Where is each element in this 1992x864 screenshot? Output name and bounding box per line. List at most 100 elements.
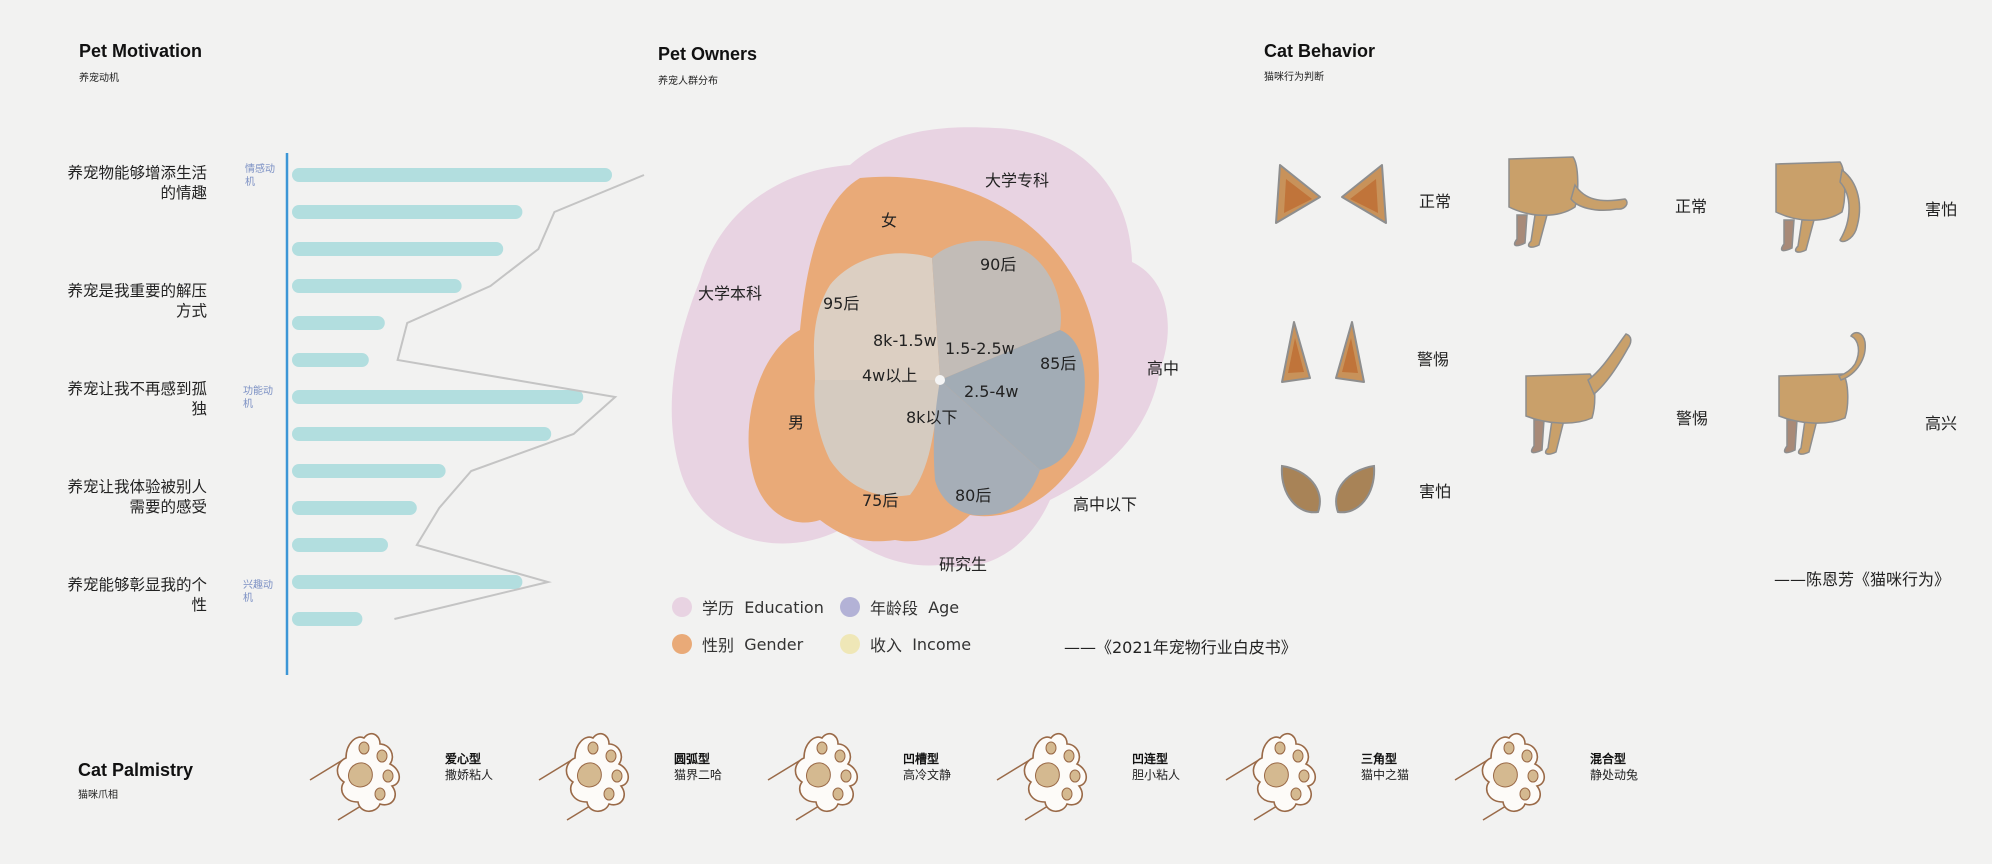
- legend-label-en: Education: [744, 597, 824, 617]
- palm-type: [1453, 728, 1553, 828]
- tail-label-scared: 害怕: [1925, 200, 1958, 219]
- label-age-90: 90后: [980, 255, 1016, 274]
- palm-type-name: 混合型: [1590, 752, 1627, 766]
- owners-title: Pet Owners: [658, 44, 758, 64]
- label-inc-8k: 8k以下: [906, 408, 957, 427]
- legend-swatch: [840, 597, 860, 617]
- paw-icon: [538, 732, 630, 821]
- palm-type-desc: 胆小粘人: [1132, 768, 1181, 782]
- behavior-title: Cat Behavior: [1264, 41, 1376, 61]
- label-inc-4w: 4w以上: [862, 366, 917, 385]
- palm-type-name: 圆弧型: [674, 752, 711, 766]
- palm-type-name: 凹连型: [1132, 752, 1169, 766]
- paw-icon: [996, 732, 1088, 821]
- tail-normal-icon: [1508, 156, 1628, 248]
- owners-subtitle: 养宠人群分布: [658, 76, 718, 87]
- legend-item-age: 年龄段 Age: [840, 595, 959, 619]
- motivation-bar: [292, 242, 504, 256]
- label-gender-m: 男: [788, 413, 804, 432]
- tail-happy-icon: [1778, 331, 1866, 455]
- palm-type: [537, 728, 637, 828]
- legend-item-gender: 性别 Gender: [672, 632, 803, 656]
- tail-scared-icon: [1775, 161, 1861, 253]
- owners-chart: 大学专科 大学本科 高中 高中以下 研究生 女 男 95后 90后 85后 80…: [671, 127, 1179, 574]
- label-edu-high: 高中: [1147, 359, 1179, 378]
- palmistry-title: Cat Palmistry: [78, 760, 194, 780]
- palm-type: [995, 728, 1095, 828]
- tail-label-normal: 正常: [1675, 197, 1708, 216]
- label-inc-15-25: 1.5-2.5w: [945, 339, 1015, 358]
- label-inc-25-4: 2.5-4w: [964, 382, 1018, 401]
- paw-icon: [1454, 732, 1546, 821]
- label-age-95: 95后: [823, 294, 859, 313]
- legend-swatch: [840, 634, 860, 654]
- tail-label-happy: 高兴: [1925, 414, 1958, 433]
- label-edu-below-high: 高中以下: [1073, 495, 1137, 514]
- motivation-bar: [292, 464, 446, 478]
- legend-label-en: Gender: [744, 634, 804, 654]
- legend-item-education: 学历 Education: [672, 595, 824, 619]
- motivation-bar: [292, 205, 523, 219]
- motivation-subtitle: 养宠动机: [79, 73, 119, 84]
- legend-swatch: [672, 597, 692, 617]
- palm-type-name: 爱心型: [445, 752, 482, 766]
- motivation-bar: [292, 501, 417, 515]
- label-edu-college: 大学专科: [985, 171, 1049, 190]
- palm-type-name: 三角型: [1361, 752, 1398, 766]
- motivation-title: Pet Motivation: [79, 41, 203, 61]
- ears-label-normal: 正常: [1419, 192, 1452, 211]
- motivation-chart: [285, 153, 645, 675]
- motivation-bar: [292, 427, 552, 441]
- label-edu-bachelor: 大学本科: [698, 284, 762, 303]
- palm-type: [766, 728, 866, 828]
- motivation-trend-line: [394, 174, 645, 620]
- palm-type-desc: 高冷文静: [903, 768, 952, 782]
- ears-alert-icon: [1281, 321, 1365, 383]
- category-label-functional: 功能动机: [243, 386, 273, 410]
- motivation-bar: [292, 316, 385, 330]
- label-age-75: 75后: [862, 491, 898, 510]
- legend-label: 学历: [702, 599, 735, 618]
- label-edu-grad: 研究生: [939, 555, 987, 574]
- category-label-emotional: 情感动机: [245, 164, 275, 188]
- label-inc-8k15: 8k-1.5w: [873, 331, 937, 350]
- motive-label: 养宠物能够增添生活的情趣: [67, 164, 207, 202]
- legend-label-en: Age: [928, 597, 960, 617]
- motivation-bar: [292, 612, 363, 626]
- palmistry-subtitle: 猫咪爪相: [78, 790, 118, 801]
- motivation-bar: [292, 353, 369, 367]
- paw-icon: [1225, 732, 1317, 821]
- label-age-85: 85后: [1040, 354, 1076, 373]
- motive-label: 养宠让我体验被别人需要的感受: [67, 478, 207, 516]
- tail-label-alert: 警惕: [1676, 409, 1709, 428]
- palm-type-desc: 猫界二哈: [674, 768, 723, 782]
- palm-type-name: 凹槽型: [903, 752, 940, 766]
- ears-scared-icon: [1280, 464, 1376, 514]
- income-petal: [814, 380, 940, 497]
- palm-type-desc: 撒娇粘人: [445, 768, 494, 782]
- behavior-subtitle: 猫咪行为判断: [1264, 72, 1324, 83]
- label-age-80: 80后: [955, 486, 991, 505]
- legend-label: 收入: [870, 636, 903, 655]
- ears-label-scared: 害怕: [1419, 482, 1452, 501]
- palm-type: [308, 728, 408, 828]
- behavior-source: ——陈恩芳《猫咪行为》: [1774, 570, 1951, 589]
- motivation-bar: [292, 168, 612, 182]
- age-petal: [933, 380, 1040, 516]
- palm-type: [1224, 728, 1324, 828]
- income-petal: [813, 253, 940, 380]
- legend-label-en: Income: [912, 634, 972, 654]
- income-petal: [932, 240, 1061, 380]
- palm-type-desc: 猫中之猫: [1361, 768, 1410, 782]
- legend-swatch: [672, 634, 692, 654]
- owners-source: ——《2021年宠物行业白皮书》: [1064, 638, 1297, 657]
- ears-label-alert: 警惕: [1417, 350, 1450, 369]
- palm-type-desc: 静处动兔: [1590, 768, 1639, 782]
- motivation-bar: [292, 390, 584, 404]
- motive-label: 养宠是我重要的解压方式: [67, 282, 207, 320]
- motivation-bar: [292, 538, 388, 552]
- legend-item-income: 收入 Income: [840, 632, 971, 656]
- motive-label: 养宠让我不再感到孤独: [67, 380, 207, 418]
- paw-icon: [309, 732, 401, 821]
- legend-label: 年龄段: [870, 599, 919, 618]
